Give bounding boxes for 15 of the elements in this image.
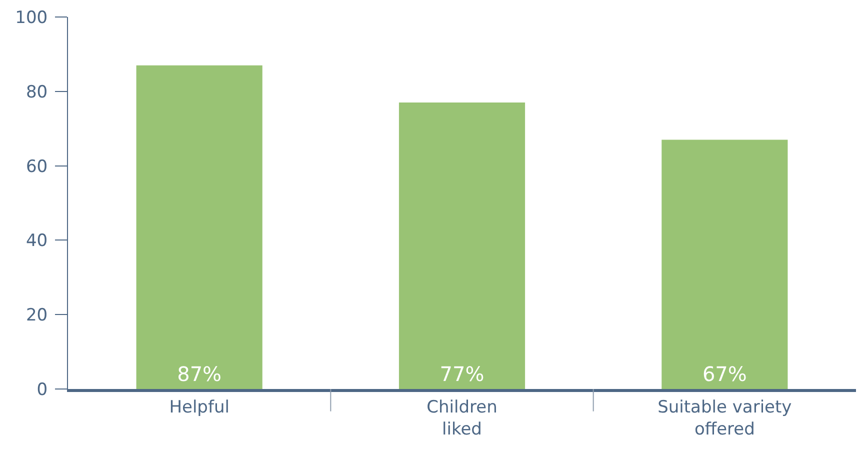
bar xyxy=(136,65,262,389)
y-tick-label: 40 xyxy=(26,231,48,252)
y-tick-label: 60 xyxy=(26,156,48,177)
y-tick-label: 100 xyxy=(15,8,48,28)
y-tick-label: 0 xyxy=(36,380,48,400)
x-tick-label: Children liked xyxy=(426,397,498,440)
y-tick-label: 80 xyxy=(26,82,48,102)
y-tick-label: 20 xyxy=(26,306,48,326)
data-label: 67% xyxy=(702,362,747,386)
data-label: 77% xyxy=(440,362,484,386)
bar xyxy=(398,102,526,389)
x-tick-label: Helpful xyxy=(169,397,230,418)
bar xyxy=(662,140,788,389)
x-tick-label: Suitable variety offered xyxy=(658,397,792,440)
data-label: 87% xyxy=(177,362,222,386)
